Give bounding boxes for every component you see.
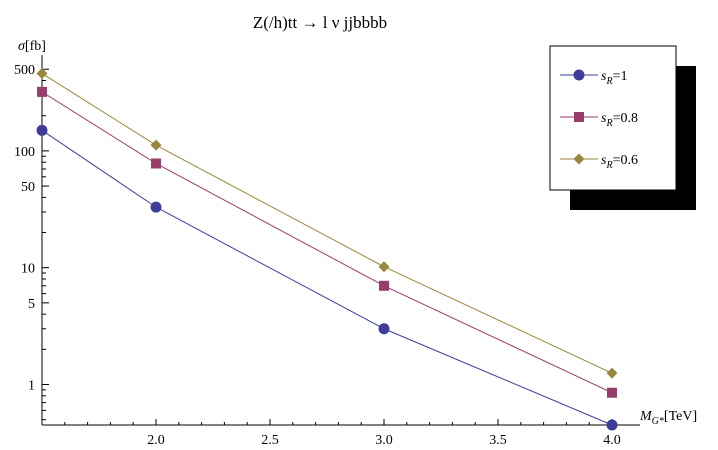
y-tick-label: 1	[28, 378, 35, 393]
series-1	[36, 124, 618, 431]
y-tick-label: 5	[28, 297, 35, 312]
data-point	[378, 261, 390, 273]
data-point	[36, 67, 48, 79]
data-point	[607, 387, 617, 398]
legend-label: sR=0.8	[601, 111, 638, 129]
series-line	[41, 91, 613, 394]
x-tick-label: 3.5	[489, 433, 507, 448]
x-axis-label-unit: [TeV]	[664, 409, 697, 424]
legend-marker	[574, 112, 584, 122]
x-axis-label: MG*[TeV]	[639, 409, 697, 427]
data-point	[379, 280, 389, 291]
y-tick-label: 500	[14, 63, 35, 78]
legend-item: sR=0.6	[560, 153, 638, 171]
y-axis-label-unit: [fb]	[25, 39, 46, 54]
legend-item: sR=0.8	[560, 111, 638, 129]
x-tick-label: 2.0	[147, 433, 165, 448]
x-tick-label: 2.5	[261, 433, 279, 448]
series-line	[41, 129, 613, 426]
y-tick-label: 100	[14, 145, 35, 160]
legend-item: sR=1	[560, 69, 627, 87]
legend-marker	[573, 69, 585, 81]
legend-box	[549, 45, 677, 191]
y-tick-label: 50	[21, 180, 35, 195]
series-2	[37, 86, 617, 398]
x-tick-label: 4.0	[603, 433, 621, 448]
chart-title: Z(/h)tt → l ν jjbbbb	[253, 13, 387, 32]
legend-marker	[573, 153, 585, 165]
legend-label: sR=0.6	[601, 153, 638, 171]
legend: sR=1 sR=0.8 sR=0.6	[549, 45, 696, 210]
data-point	[606, 367, 618, 379]
x-tick-label: 3.0	[375, 433, 393, 448]
data-point	[606, 419, 618, 431]
data-point	[37, 86, 47, 97]
legend-label: sR=1	[601, 69, 627, 87]
y-tick-label: 10	[21, 262, 35, 277]
series-3	[36, 67, 618, 379]
y-axis-label-symbol: σ	[18, 39, 26, 54]
y-axis-label: σ[fb]	[18, 39, 46, 54]
x-axis-label-symbol: M	[639, 409, 653, 424]
data-point	[378, 323, 390, 335]
data-point	[151, 158, 161, 169]
data-point	[150, 201, 162, 213]
x-axis-label-sub: G*	[652, 416, 664, 427]
legend-items: sR=1 sR=0.8 sR=0.6	[560, 69, 638, 171]
data-point	[36, 124, 48, 136]
data-point	[150, 139, 162, 151]
series-layer	[36, 67, 618, 431]
series-line	[41, 73, 613, 374]
axes: 2.0 2.5 3.0 3.5 4.0 500 100 50 10 5 1	[14, 55, 640, 448]
